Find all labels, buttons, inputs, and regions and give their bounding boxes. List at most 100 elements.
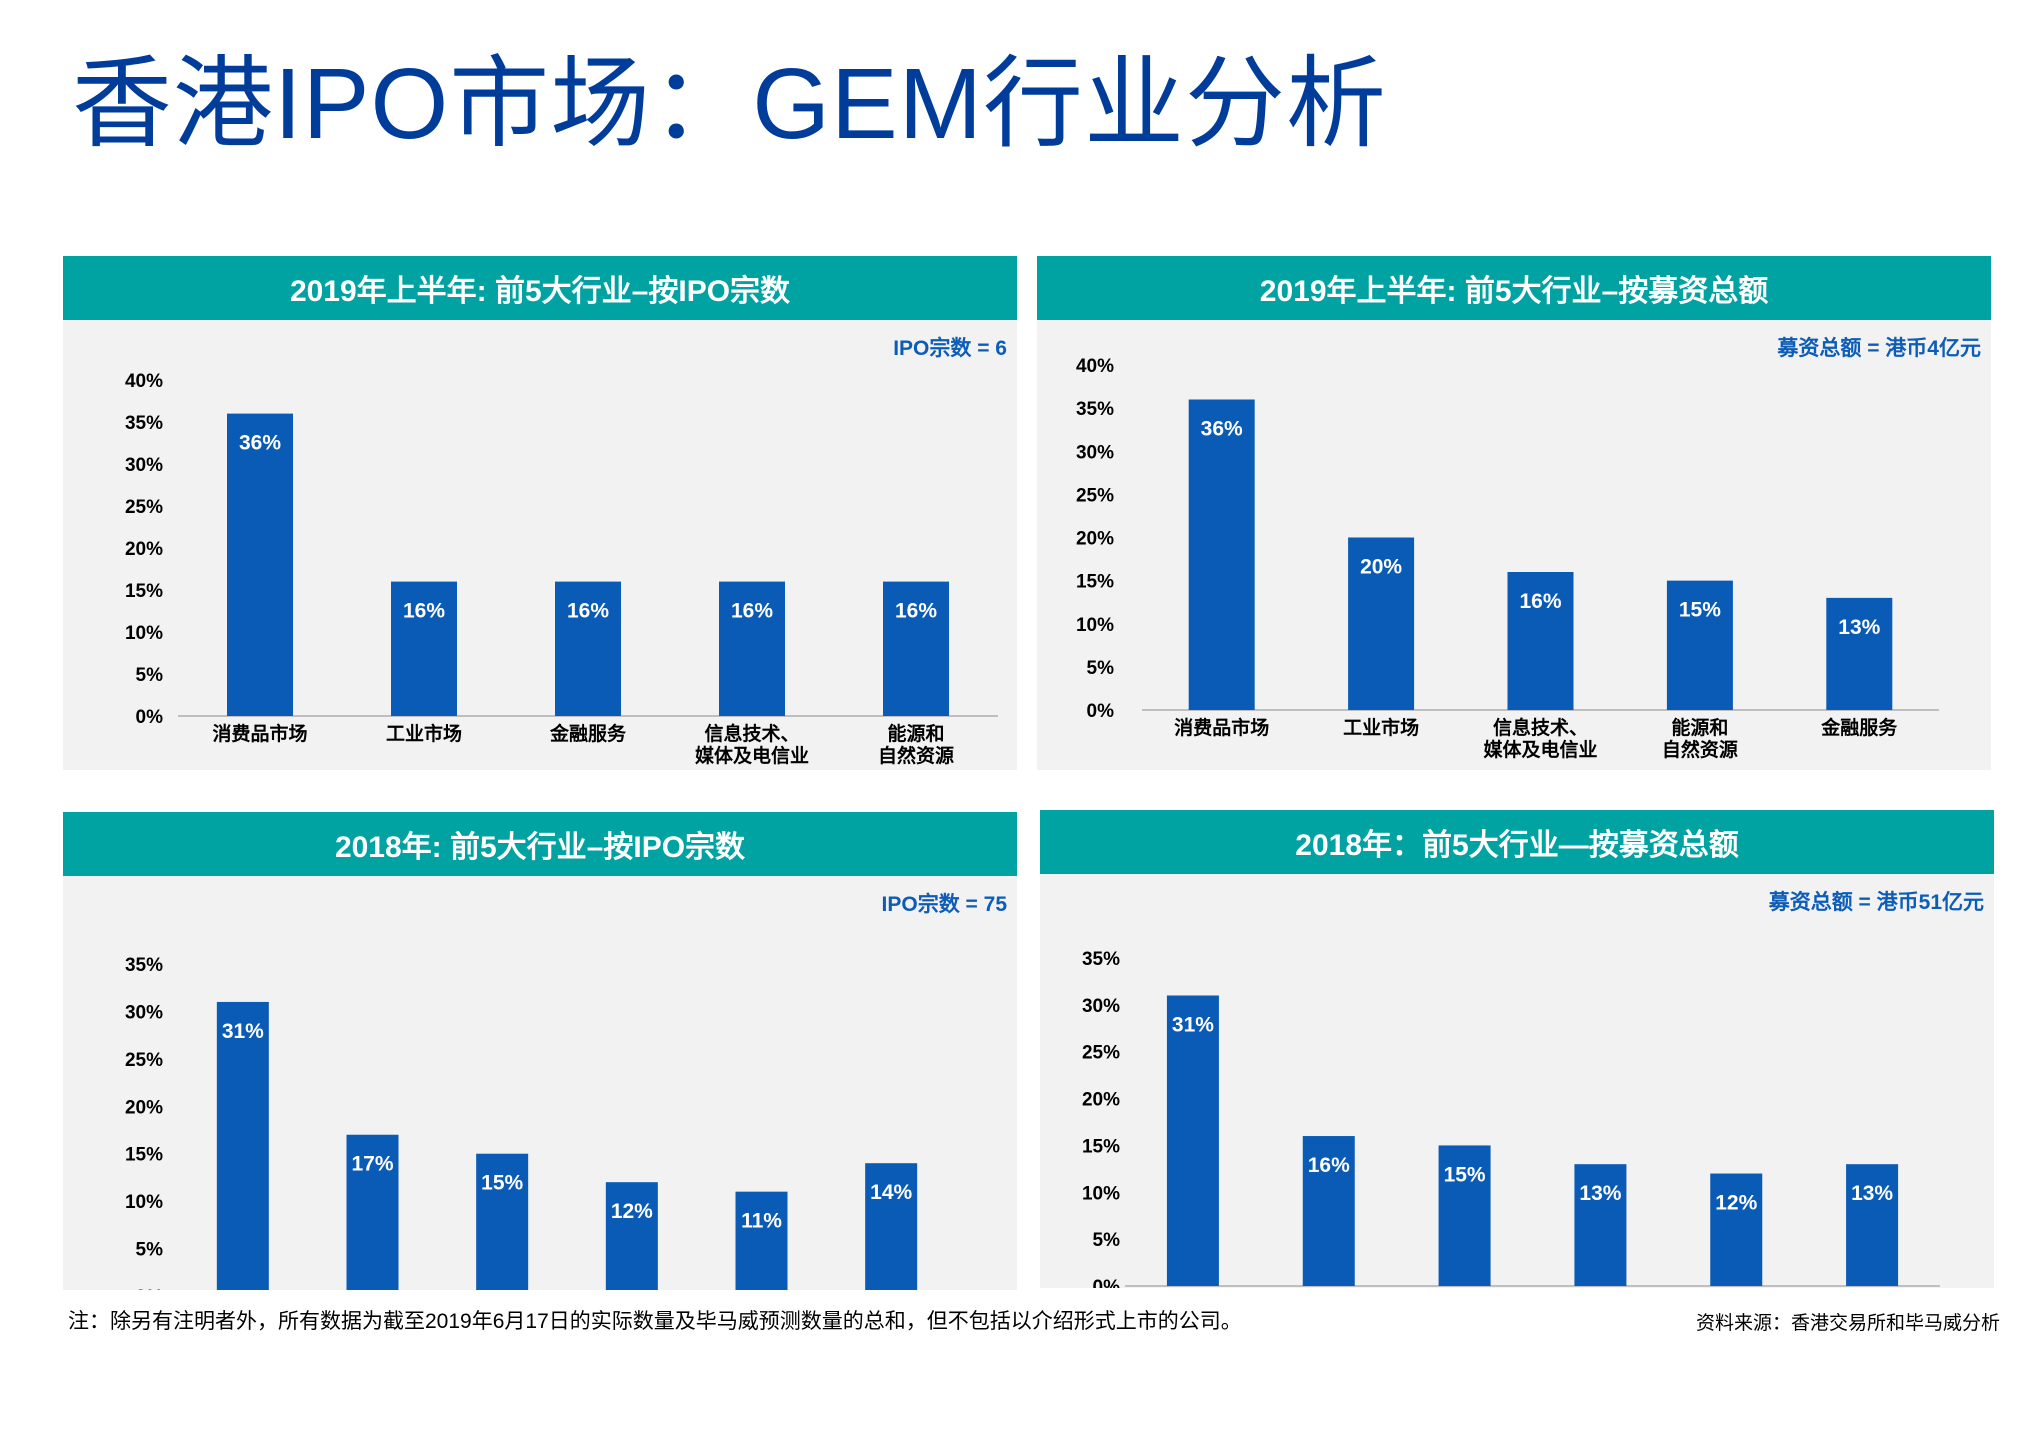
bar xyxy=(1507,572,1574,710)
chart-panel-2019h1-ipo-count: 2019年上半年: 前5大行业–按IPO宗数 IPO宗数 = 6 0% 5% 10%… xyxy=(63,256,1017,770)
category-label: 媒体及电信业 xyxy=(1483,738,1597,761)
data-label: 20% xyxy=(1360,556,1402,579)
bar xyxy=(883,581,949,716)
y-tick-label: 10% xyxy=(1076,615,1114,636)
y-tick-label: 0% xyxy=(1087,701,1115,722)
y-tick-label: 0% xyxy=(1093,1277,1121,1288)
y-tick-label: 35% xyxy=(1076,399,1114,420)
bar xyxy=(1710,1173,1763,1286)
y-tick-label: 20% xyxy=(1076,529,1114,550)
bar xyxy=(1166,995,1219,1286)
data-label: 15% xyxy=(1444,1163,1486,1186)
data-label: 16% xyxy=(1308,1154,1350,1177)
data-label: 15% xyxy=(481,1172,523,1195)
chart-total-label: 募资总额 = 港币4亿元 xyxy=(1777,337,1981,360)
category-label: 工业市场 xyxy=(1343,716,1419,739)
y-tick-label: 5% xyxy=(136,1240,164,1261)
data-label: 16% xyxy=(1519,590,1561,613)
bar xyxy=(1348,537,1415,710)
bar xyxy=(1188,399,1255,710)
y-tick-label: 20% xyxy=(125,539,163,560)
y-tick-label: 20% xyxy=(125,1097,163,1118)
data-label: 17% xyxy=(351,1153,393,1176)
category-label: 金融服务 xyxy=(1820,716,1898,739)
y-tick-label: 0% xyxy=(136,1287,164,1290)
bar xyxy=(1574,1164,1627,1286)
chart-total-label: IPO宗数 = 6 xyxy=(893,337,1007,360)
data-label: 16% xyxy=(567,600,609,623)
y-tick-label: 15% xyxy=(125,581,163,602)
data-label: 12% xyxy=(611,1200,653,1223)
y-tick-label: 35% xyxy=(125,413,163,434)
data-label: 36% xyxy=(1201,418,1243,441)
y-tick-label: 25% xyxy=(125,497,163,518)
bar xyxy=(216,1001,269,1290)
bar xyxy=(719,581,785,716)
data-label: 31% xyxy=(1172,1013,1214,1036)
y-tick-label: 10% xyxy=(1082,1183,1120,1204)
footnote: 注：除另有注明者外，所有数据为截至2019年6月17日的实际数量及毕马威预测数量… xyxy=(68,1310,1242,1333)
y-tick-label: 10% xyxy=(125,1192,163,1213)
y-tick-label: 25% xyxy=(1082,1043,1120,1064)
chart-panel-2018-fund-raised: 2018年：前5大行业—按募资总额 募资总额 = 港币51亿元 0% 5% 10% 1… xyxy=(1040,810,1994,1288)
y-tick-label: 15% xyxy=(1082,1136,1120,1157)
data-label: 12% xyxy=(1715,1192,1757,1215)
category-label: 金融服务 xyxy=(549,722,627,745)
category-label: 消费品市场 xyxy=(1174,716,1269,739)
category-label: 信息技术、 xyxy=(1493,716,1588,739)
category-label: 工业市场 xyxy=(386,722,462,745)
bar xyxy=(227,413,293,716)
y-tick-label: 5% xyxy=(1087,658,1115,679)
data-label: 11% xyxy=(741,1210,782,1233)
y-tick-label: 35% xyxy=(1082,949,1120,970)
chart-title: 2018年: 前5大行业–按IPO宗数 xyxy=(63,812,1017,876)
chart-title: 2019年上半年: 前5大行业–按IPO宗数 xyxy=(63,256,1017,320)
y-tick-label: 25% xyxy=(1076,485,1114,506)
category-label: 信息技术、 xyxy=(704,722,799,745)
y-tick-label: 5% xyxy=(1093,1230,1121,1251)
y-tick-label: 15% xyxy=(125,1145,163,1166)
y-tick-label: 35% xyxy=(125,955,163,976)
source-note: 资料来源：香港交易所和毕马威分析 xyxy=(1695,1313,2000,1334)
y-tick-label: 40% xyxy=(125,371,163,392)
chart-panel-2019h1-fund-raised: 2019年上半年: 前5大行业–按募资总额 募资总额 = 港币4亿元 0% 5% 1… xyxy=(1037,256,1991,770)
bar xyxy=(1666,580,1733,710)
bar xyxy=(476,1153,529,1290)
chart-title: 2018年：前5大行业—按募资总额 xyxy=(1040,810,1994,874)
bar xyxy=(346,1134,399,1290)
category-label: 自然资源 xyxy=(878,744,954,767)
data-label: 36% xyxy=(239,432,281,455)
y-tick-label: 5% xyxy=(136,665,164,686)
y-tick-label: 20% xyxy=(1082,1090,1120,1111)
bar xyxy=(391,581,457,716)
y-tick-label: 40% xyxy=(1076,356,1114,377)
category-label: 消费品市场 xyxy=(212,722,307,745)
bar xyxy=(1826,597,1893,710)
chart-total-label: IPO宗数 = 75 xyxy=(881,893,1007,916)
data-label: 13% xyxy=(1579,1182,1621,1205)
bar xyxy=(865,1163,918,1290)
bar-chart: 0%5%10%15%20%25%30%35%31%消费品市场16%基础设施/房地… xyxy=(1082,949,1940,1288)
y-tick-label: 10% xyxy=(125,623,163,644)
page-title: 香港IPO市场：GEM行业分析 xyxy=(72,48,1388,160)
category-label: 能源和 xyxy=(1671,716,1728,739)
bar xyxy=(1846,1164,1899,1286)
chart-panel-2018-ipo-count: 2018年: 前5大行业–按IPO宗数 IPO宗数 = 75 0% 5% 10% 15… xyxy=(63,812,1017,1290)
data-label: 16% xyxy=(403,600,445,623)
bar xyxy=(605,1182,658,1290)
category-label: 能源和 xyxy=(887,722,944,745)
data-label: 31% xyxy=(222,1020,264,1043)
y-tick-label: 30% xyxy=(1076,442,1114,463)
data-label: 13% xyxy=(1851,1182,1893,1205)
bar-chart: 0% 5% 10% 15% 20% 25% 30% 35% 40% 36% 消费品市场 20% 工业市场… xyxy=(1076,356,1939,761)
category-label: 自然资源 xyxy=(1662,738,1738,761)
bar-chart: 0% 5% 10% 15% 20% 25% 30% 35% 40% 36% 消费品市场 16% 工业市场… xyxy=(125,371,998,767)
y-tick-label: 30% xyxy=(125,1002,163,1023)
bar xyxy=(1438,1145,1491,1286)
y-tick-label: 30% xyxy=(125,455,163,476)
bar xyxy=(1302,1136,1355,1286)
y-tick-label: 15% xyxy=(1076,572,1114,593)
bar xyxy=(555,581,621,716)
bar xyxy=(735,1191,788,1290)
data-label: 13% xyxy=(1838,616,1880,639)
